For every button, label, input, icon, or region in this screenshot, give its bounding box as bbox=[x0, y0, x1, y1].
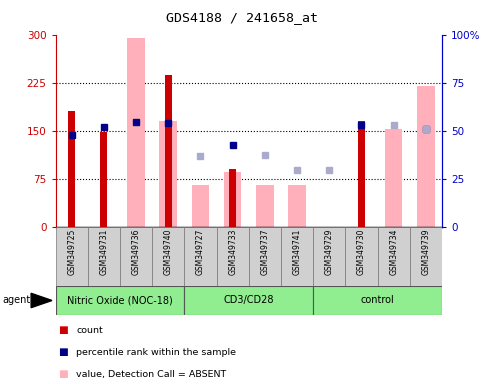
Bar bbox=[100, 132, 107, 227]
Text: GDS4188 / 241658_at: GDS4188 / 241658_at bbox=[166, 12, 317, 25]
Text: CD3/CD28: CD3/CD28 bbox=[224, 295, 274, 306]
Bar bbox=[281, 227, 313, 286]
Bar bbox=[410, 227, 442, 286]
Bar bbox=[127, 38, 145, 227]
Bar bbox=[313, 286, 442, 315]
Bar bbox=[256, 185, 274, 227]
Bar bbox=[165, 75, 172, 227]
Bar bbox=[313, 227, 345, 286]
Bar bbox=[224, 172, 242, 227]
Bar bbox=[378, 227, 410, 286]
Text: GSM349731: GSM349731 bbox=[99, 229, 108, 275]
Bar bbox=[229, 169, 236, 227]
Text: value, Detection Call = ABSENT: value, Detection Call = ABSENT bbox=[76, 369, 227, 379]
Bar bbox=[56, 286, 185, 315]
Bar bbox=[358, 121, 365, 227]
Text: GSM349737: GSM349737 bbox=[260, 229, 270, 275]
Bar bbox=[152, 227, 185, 286]
Text: Nitric Oxide (NOC-18): Nitric Oxide (NOC-18) bbox=[67, 295, 173, 306]
Text: GSM349734: GSM349734 bbox=[389, 229, 398, 275]
Bar bbox=[185, 227, 216, 286]
Text: GSM349739: GSM349739 bbox=[421, 229, 430, 275]
Bar bbox=[417, 86, 435, 227]
Text: ■: ■ bbox=[58, 325, 68, 335]
Bar bbox=[216, 227, 249, 286]
Bar bbox=[68, 111, 75, 227]
Bar bbox=[185, 286, 313, 315]
Bar bbox=[120, 227, 152, 286]
Bar bbox=[159, 121, 177, 227]
Text: GSM349727: GSM349727 bbox=[196, 229, 205, 275]
Text: ■: ■ bbox=[58, 369, 68, 379]
Text: GSM349736: GSM349736 bbox=[131, 229, 141, 275]
Bar bbox=[249, 227, 281, 286]
Bar bbox=[88, 227, 120, 286]
Text: GSM349725: GSM349725 bbox=[67, 229, 76, 275]
Text: control: control bbox=[361, 295, 395, 306]
Text: GSM349741: GSM349741 bbox=[293, 229, 301, 275]
Bar bbox=[385, 129, 402, 227]
Text: count: count bbox=[76, 326, 103, 335]
Bar bbox=[56, 227, 88, 286]
Bar bbox=[192, 185, 209, 227]
Polygon shape bbox=[31, 293, 52, 308]
Text: GSM349740: GSM349740 bbox=[164, 229, 173, 275]
Text: agent: agent bbox=[2, 295, 30, 306]
Bar bbox=[345, 227, 378, 286]
Bar bbox=[288, 185, 306, 227]
Text: GSM349733: GSM349733 bbox=[228, 229, 237, 275]
Text: percentile rank within the sample: percentile rank within the sample bbox=[76, 348, 236, 357]
Text: GSM349730: GSM349730 bbox=[357, 229, 366, 275]
Text: GSM349729: GSM349729 bbox=[325, 229, 334, 275]
Text: ■: ■ bbox=[58, 347, 68, 357]
